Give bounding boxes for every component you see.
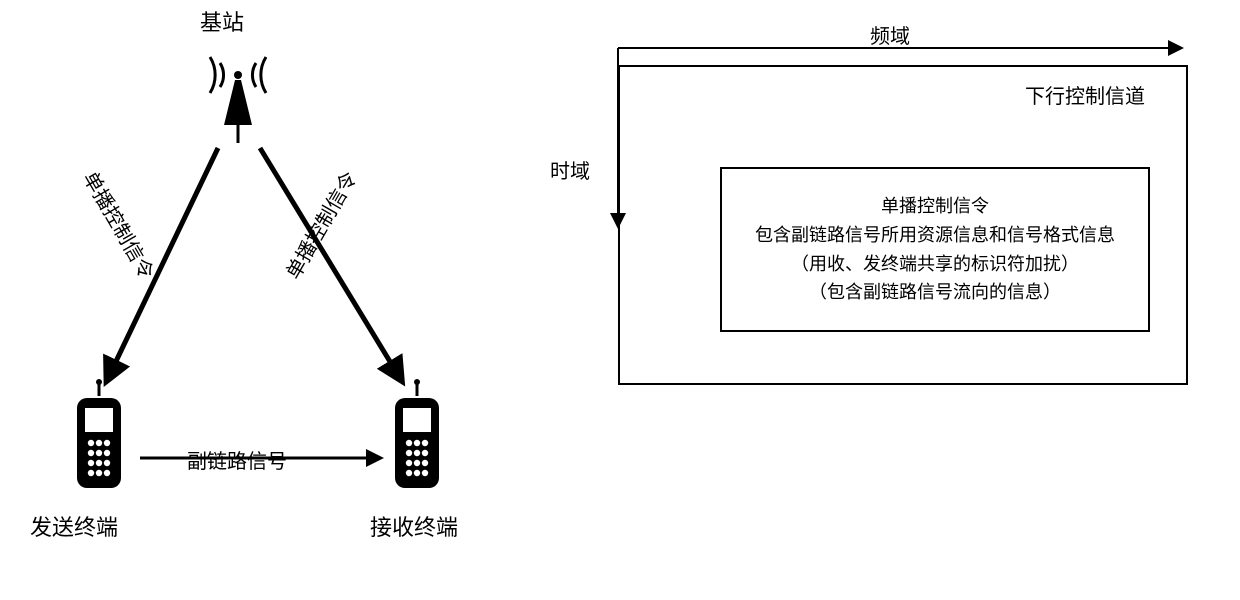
base-station-label: 基站 — [200, 5, 244, 37]
freq-axis-label: 频域 — [870, 20, 910, 49]
right-link-label: 单播控制信令 — [277, 165, 362, 283]
diagram-container: 基站 发送终端 接收终端 单播控制信令 单播控制信令 副链路信号 频域 时域 下… — [0, 0, 1240, 600]
phone-rx-icon — [395, 379, 439, 488]
outer-box-label: 下行控制信道 — [1025, 80, 1145, 109]
tx-terminal-label: 发送终端 — [30, 510, 118, 542]
time-axis-label: 时域 — [550, 155, 590, 184]
rx-terminal-label: 接收终端 — [370, 510, 458, 542]
inner-line-2: 包含副链路信号所用资源信息和信号格式信息 — [755, 221, 1115, 250]
inner-line-4: （包含副链路信号流向的信息） — [809, 278, 1061, 307]
unicast-signaling-box: 单播控制信令 包含副链路信号所用资源信息和信号格式信息 （用收、发终端共享的标识… — [720, 167, 1150, 332]
base-station-icon — [210, 57, 266, 143]
sidelink-label: 副链路信号 — [187, 445, 287, 474]
phone-tx-icon — [77, 379, 121, 488]
inner-line-1: 单播控制信令 — [881, 192, 989, 221]
left-link-label: 单播控制信令 — [77, 165, 162, 283]
inner-line-3: （用收、发终端共享的标识符加扰） — [791, 250, 1079, 279]
